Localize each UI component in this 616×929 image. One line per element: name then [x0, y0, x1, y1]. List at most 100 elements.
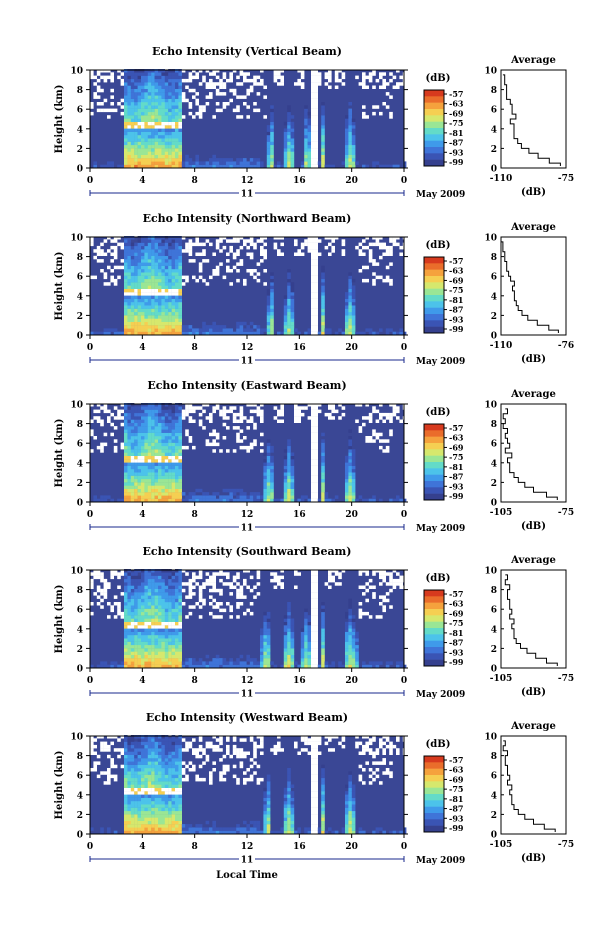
- heatmap-cell: [314, 128, 318, 132]
- heatmap-cell: [277, 498, 281, 503]
- heatmap-cell: [151, 311, 155, 316]
- heatmap-cell: [307, 239, 312, 243]
- heatmap-cell: [134, 436, 138, 440]
- heatmap-cell: [287, 144, 291, 149]
- heatmap-cell: [168, 449, 172, 453]
- heatmap-cell: [266, 148, 271, 152]
- heatmap-cell: [307, 615, 312, 619]
- heatmap-cell: [345, 472, 349, 476]
- profile-title: Average: [510, 555, 556, 566]
- heatmap-cell: [151, 302, 155, 306]
- heatmap-cell: [107, 236, 111, 240]
- heatmap-cell: [147, 262, 152, 266]
- heatmap-cell: [154, 259, 159, 263]
- heatmap-cell: [168, 595, 172, 599]
- heatmap-cell: [103, 748, 108, 752]
- heatmap-cell: [175, 151, 179, 155]
- heatmap-cell: [226, 664, 230, 669]
- heatmap-cell: [348, 161, 352, 165]
- heatmap-cell: [161, 658, 165, 662]
- heatmap-cell: [345, 488, 349, 493]
- heatmap-cell: [389, 236, 393, 240]
- heatmap-cell: [124, 285, 128, 289]
- heatmap-cell: [154, 108, 159, 113]
- heatmap-cell: [130, 265, 135, 270]
- heatmap-cell: [314, 406, 318, 410]
- heatmap-cell: [280, 585, 284, 589]
- heatmap-cell: [399, 585, 403, 589]
- heatmap-cell: [345, 638, 349, 642]
- heatmap-cell: [161, 72, 165, 76]
- heatmap-cell: [209, 419, 213, 423]
- heatmap-cell: [277, 575, 281, 580]
- heatmap-cell: [260, 164, 264, 169]
- heatmap-cell: [124, 249, 128, 253]
- heatmap-cell: [249, 611, 254, 616]
- heatmap-cell: [229, 239, 233, 243]
- heatmap-cell: [124, 738, 128, 742]
- heatmap-cell: [158, 575, 162, 580]
- heatmap-cell: [188, 436, 193, 440]
- heatmap-cell: [168, 118, 172, 122]
- heatmap-cell: [311, 412, 315, 417]
- heatmap-cell: [297, 78, 301, 83]
- heatmap-cell: [290, 664, 295, 669]
- heatmap-cell: [256, 406, 261, 410]
- heatmap-cell: [147, 282, 152, 286]
- heatmap-cell: [287, 492, 291, 496]
- profile-line: [502, 408, 558, 500]
- heatmap-cell: [396, 242, 400, 247]
- heatmap-cell: [124, 592, 128, 596]
- heatmap-cell: [307, 631, 312, 636]
- heatmap-cell: [113, 278, 118, 283]
- heatmap-cell: [147, 85, 152, 89]
- heatmap-cell: [137, 569, 142, 573]
- heatmap-cell: [134, 452, 138, 456]
- heatmap-cell: [287, 318, 291, 322]
- heatmap-cell: [283, 618, 288, 622]
- heatmap-cell: [137, 582, 142, 586]
- heatmap-cell: [171, 492, 176, 496]
- heatmap-cell: [141, 105, 145, 109]
- heatmap-cell: [151, 664, 155, 669]
- heatmap-cell: [311, 578, 315, 583]
- heatmap-cell: [151, 631, 155, 636]
- y-tick-label: 6: [77, 273, 83, 283]
- heatmap-cell: [141, 436, 145, 440]
- heatmap-cell: [178, 602, 182, 606]
- heatmap-cell: [161, 664, 165, 669]
- heatmap-cell: [134, 249, 138, 253]
- heatmap-cell: [120, 664, 125, 669]
- heatmap-cell: [358, 615, 363, 619]
- heatmap-cell: [188, 416, 193, 420]
- heatmap-cell: [171, 311, 176, 316]
- heatmap-cell: [311, 585, 315, 589]
- heatmap-cell: [130, 445, 135, 450]
- heatmap-cell: [198, 69, 203, 73]
- heatmap-cell: [158, 305, 162, 309]
- heatmap-cell: [124, 445, 128, 450]
- heatmap-cell: [321, 105, 325, 109]
- heatmap-cell: [124, 85, 128, 89]
- heatmap-cell: [229, 78, 233, 83]
- colorbar-segment: [424, 115, 444, 122]
- heatmap-cell: [161, 618, 165, 622]
- heatmap-cell: [331, 239, 335, 243]
- heatmap-cell: [147, 585, 152, 589]
- heatmap-cell: [389, 72, 393, 76]
- heatmap-cell: [168, 478, 172, 483]
- heatmap-cell: [351, 302, 356, 306]
- heatmap-cell: [382, 72, 386, 76]
- heatmap-cell: [103, 75, 108, 80]
- heatmap-cell: [402, 242, 407, 247]
- heatmap-cell: [379, 85, 383, 89]
- heatmap-cell: [141, 445, 145, 450]
- heatmap-cell: [266, 161, 271, 165]
- heatmap-cell: [307, 125, 312, 129]
- heatmap-cell: [253, 102, 257, 106]
- heatmap-cell: [215, 588, 220, 593]
- heatmap-cell: [270, 115, 274, 119]
- heatmap-cell: [154, 403, 159, 407]
- heatmap-cell: [365, 572, 369, 576]
- heatmap-cell: [345, 138, 349, 142]
